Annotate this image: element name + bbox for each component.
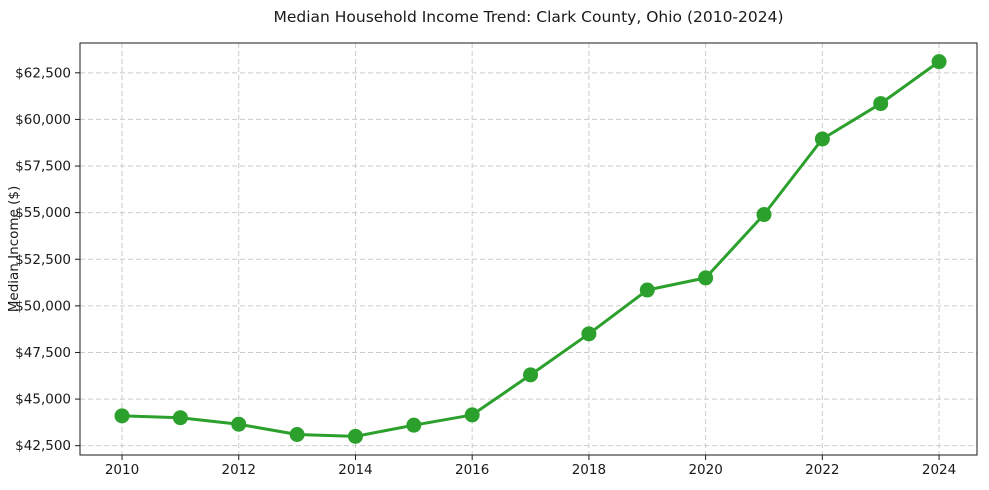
data-point-2017 [523,367,539,383]
y-tick-label: $60,000 [15,112,71,128]
data-point-2015 [406,417,422,433]
x-tick-label: 2014 [338,462,372,478]
y-tick-label: $42,500 [15,438,71,454]
y-tick-label: $45,000 [15,392,71,408]
x-tick-label: 2024 [922,462,956,478]
data-point-2010 [114,408,130,424]
data-point-2012 [231,416,247,432]
data-point-2023 [873,96,889,112]
data-point-2014 [347,428,363,444]
x-tick-label: 2018 [572,462,606,478]
y-tick-label: $57,500 [15,159,71,175]
x-tick-label: 2022 [805,462,839,478]
y-tick-label: $52,500 [15,252,71,268]
data-point-2024 [931,54,947,70]
data-point-2019 [639,282,655,298]
x-tick-label: 2010 [105,462,139,478]
y-tick-label: $47,500 [15,345,71,361]
data-point-2011 [172,410,188,426]
data-point-2020 [698,270,714,286]
data-point-2013 [289,426,305,442]
chart-title: Median Household Income Trend: Clark Cou… [273,8,784,26]
data-point-2021 [756,207,772,223]
data-point-2018 [581,326,597,342]
x-tick-label: 2020 [688,462,722,478]
x-tick-label: 2016 [455,462,489,478]
data-point-2022 [814,131,830,147]
y-tick-label: $62,500 [15,65,71,81]
y-tick-label: $55,000 [15,205,71,221]
y-tick-label: $50,000 [15,298,71,314]
plot-border [79,42,978,456]
x-tick-label: 2012 [222,462,256,478]
data-point-2016 [464,407,480,423]
